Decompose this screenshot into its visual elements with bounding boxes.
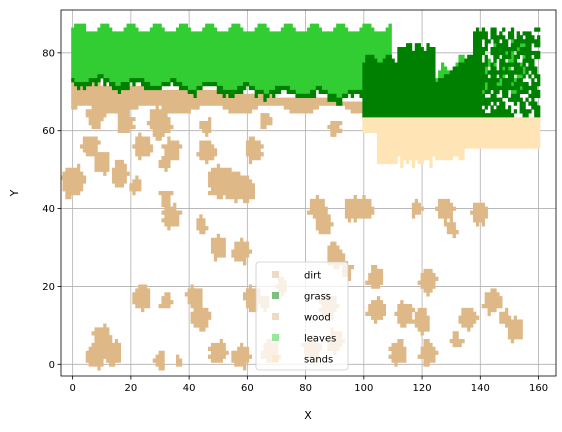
x-tick-label: 100 bbox=[354, 383, 373, 394]
legend-label-wood: wood bbox=[304, 313, 331, 324]
legend-marker-leaves bbox=[272, 334, 279, 341]
legend-marker-sands bbox=[272, 355, 279, 362]
y-axis-label: Y bbox=[8, 189, 21, 197]
sand-blocks bbox=[362, 113, 541, 169]
y-tick-label: 0 bbox=[49, 360, 55, 371]
legend-label-dirt: dirt bbox=[304, 271, 321, 282]
legend-label-sands: sands bbox=[304, 355, 333, 366]
x-tick-label: 160 bbox=[529, 383, 548, 394]
x-tick-label: 60 bbox=[241, 383, 254, 394]
leaves-blocks bbox=[71, 23, 526, 98]
y-tick-label: 60 bbox=[42, 126, 55, 137]
y-tick-label: 20 bbox=[42, 282, 55, 293]
legend-marker-wood bbox=[272, 313, 279, 320]
legend-marker-grass bbox=[272, 292, 279, 299]
legend-label-grass: grass bbox=[304, 292, 331, 303]
legend-box bbox=[255, 261, 349, 371]
legend: dirt grass wood leaves sands bbox=[255, 261, 349, 371]
x-tick-label: 80 bbox=[299, 383, 312, 394]
plot-frame bbox=[60, 9, 557, 377]
plot-marks bbox=[61, 23, 541, 371]
grass-blocks bbox=[71, 27, 541, 118]
x-tick-label: 20 bbox=[125, 383, 138, 394]
x-tick-label: 40 bbox=[183, 383, 196, 394]
legend-label-leaves: leaves bbox=[304, 334, 336, 345]
dirt-blocks bbox=[61, 101, 523, 371]
x-tick-label: 120 bbox=[413, 383, 432, 394]
y-tick-label: 40 bbox=[42, 204, 55, 215]
legend-marker-dirt bbox=[272, 271, 279, 278]
axis-ticks: 0 20 40 60 80 100 120 140 160 0 20 40 60 80 bbox=[42, 48, 548, 394]
x-tick-label: 0 bbox=[69, 383, 75, 394]
y-tick-label: 80 bbox=[42, 48, 55, 59]
x-tick-label: 140 bbox=[471, 383, 490, 394]
wood-blocks bbox=[71, 82, 366, 122]
x-axis-label: X bbox=[304, 409, 312, 422]
